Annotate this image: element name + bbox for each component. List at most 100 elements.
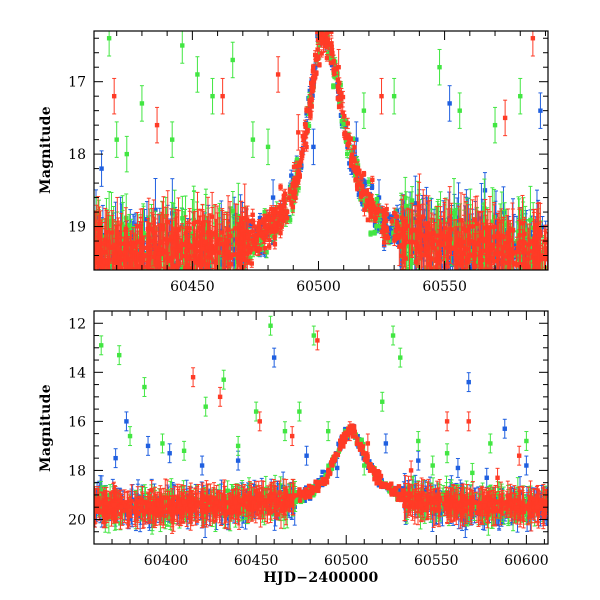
top-point-green	[217, 277, 221, 281]
top-point-green	[186, 274, 190, 278]
top-point-red	[345, 121, 350, 126]
top-point-blue	[413, 201, 418, 206]
top-point-green	[328, 56, 333, 61]
top-point-blue	[507, 278, 511, 282]
top-point-green	[398, 222, 404, 227]
top-point-green	[528, 217, 533, 223]
top-point-blue	[207, 273, 211, 277]
top-point-blue	[533, 285, 537, 289]
top-point-blue	[538, 108, 543, 113]
top-point-green	[408, 260, 414, 265]
top-point-green	[109, 271, 113, 275]
top-point-blue	[378, 211, 383, 216]
top-point-blue	[485, 273, 489, 277]
top-point-green	[350, 136, 356, 142]
top-point-green	[325, 52, 331, 58]
top-point-blue	[270, 195, 276, 200]
top-point-green	[133, 282, 137, 286]
top-point-blue	[135, 278, 139, 282]
top-point-blue	[526, 287, 530, 291]
top-point-green	[114, 137, 119, 142]
top-point-blue	[144, 217, 150, 222]
top-point-green	[115, 287, 119, 291]
top-point-green	[139, 101, 145, 106]
top-point-green	[484, 280, 488, 284]
top-point-green	[135, 271, 139, 275]
top-point-red	[269, 206, 274, 212]
top-point-green	[169, 137, 175, 142]
top-point-red	[135, 224, 140, 229]
top-point-red	[370, 177, 375, 183]
top-point-blue	[325, 25, 329, 29]
top-point-green	[518, 93, 523, 99]
top-point-green	[328, 26, 332, 30]
top-point-blue	[248, 223, 253, 229]
top-point-green	[287, 217, 293, 223]
top-point-green	[540, 276, 544, 280]
top-point-blue	[526, 274, 530, 278]
top-point-green	[520, 223, 526, 228]
top-point-green	[524, 233, 530, 238]
top-point-blue	[96, 271, 100, 275]
top-point-green	[405, 267, 411, 270]
top-point-blue	[173, 267, 179, 270]
top-point-green	[358, 196, 363, 202]
top-point-red	[418, 232, 423, 237]
top-point-red	[99, 259, 105, 264]
top-point-blue	[496, 276, 500, 280]
top-point-blue	[467, 288, 471, 292]
top-point-red	[479, 264, 484, 269]
top-point-green	[348, 149, 354, 154]
top-point-green	[180, 265, 185, 270]
top-point-red	[352, 145, 357, 150]
top-point-red	[449, 227, 454, 232]
top-point-green	[262, 209, 267, 215]
top-point-blue	[424, 216, 429, 221]
top-point-green	[195, 72, 200, 77]
top-point-green	[210, 93, 215, 99]
top-point-green	[248, 255, 253, 260]
top-point-blue	[311, 144, 316, 150]
top-point-red	[385, 235, 391, 241]
top-point-blue	[531, 284, 535, 288]
top-point-red	[262, 224, 267, 229]
top-point-blue	[203, 271, 207, 275]
top-point-blue	[103, 275, 107, 279]
top-point-red	[539, 272, 543, 276]
top-point-green	[331, 84, 336, 89]
top-point-green	[306, 123, 312, 129]
top-point-green	[230, 57, 235, 63]
top-point-green	[516, 229, 521, 235]
top-point-green	[101, 282, 105, 286]
top-point-green	[354, 158, 360, 164]
top-point-green	[368, 231, 373, 236]
top-point-green	[531, 280, 535, 284]
top-point-blue	[388, 226, 393, 231]
top-point-green	[372, 230, 377, 235]
top-point-green	[457, 108, 462, 113]
top-point-blue	[289, 173, 294, 178]
top-point-green	[545, 265, 548, 270]
top-point-red	[136, 277, 140, 281]
top-series-red	[94, 31, 548, 281]
top-point-blue	[378, 227, 384, 232]
top-point-green	[106, 36, 112, 41]
top-point-blue	[447, 101, 452, 106]
top-point-red	[183, 231, 188, 236]
top-point-green	[141, 231, 146, 236]
top-point-blue	[208, 268, 213, 270]
top-point-red	[286, 196, 292, 201]
top-point-blue	[388, 236, 393, 241]
top-point-green	[124, 279, 128, 283]
top-point-red	[408, 230, 414, 235]
top-point-green	[131, 279, 135, 283]
top-point-blue	[226, 287, 230, 291]
top-point-blue	[493, 212, 498, 218]
top-point-green	[264, 250, 269, 255]
top-point-blue	[244, 220, 249, 226]
top-point-green	[118, 273, 122, 277]
top-point-green	[391, 231, 396, 236]
top-point-blue	[518, 282, 522, 286]
top-point-blue	[96, 272, 100, 276]
